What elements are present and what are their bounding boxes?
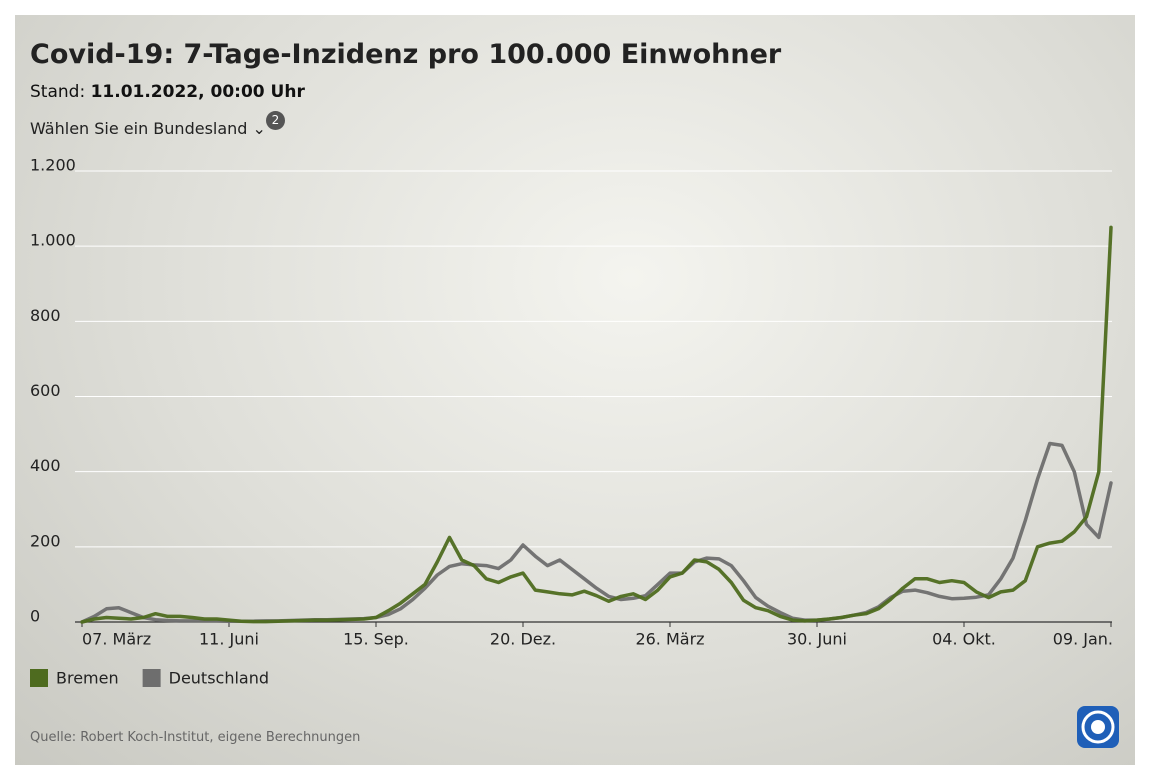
selector-label: Wählen Sie ein Bundesland [30,119,248,138]
subtitle-date: 11.01.2022, 00:00 Uhr [90,82,305,102]
state-selector[interactable]: Wählen Sie ein Bundesland ⌄ 2 [30,111,285,140]
subtitle-prefix: Stand: [30,82,86,102]
y-tick-label: 600 [30,381,61,400]
y-tick-label: 200 [30,531,61,550]
x-tick-label: 20. Dez. [490,630,556,649]
legend-swatch [142,669,161,687]
subtitle: Stand: 11.01.2022, 00:00 Uhr [30,82,305,102]
x-tick-label: 04. Okt. [932,630,996,649]
y-tick-label: 400 [30,456,61,475]
x-tick-label: 11. Juni [199,630,259,649]
y-tick-label: 1.000 [30,231,76,250]
y-tick-label: 1.200 [30,156,76,175]
chart-title: Covid-19: 7-Tage-Inzidenz pro 100.000 Ei… [30,39,782,70]
series-line [80,225,1113,624]
x-tick-label: 30. Juni [787,630,847,649]
x-tick-label: 09. Jan. [1053,630,1113,649]
y-tick-label: 0 [30,607,40,626]
legend-swatch [30,669,48,687]
logo [1077,706,1119,748]
legend-label: Bremen [56,669,119,688]
y-tick-label: 800 [30,306,61,325]
x-tick-label: 15. Sep. [343,630,409,649]
selector-badge: 2 [265,111,285,130]
legend-label: Deutschland [169,669,269,688]
source: Quelle: Robert Koch-Institut, eigene Ber… [30,730,361,745]
x-tick-label: 26. März [635,630,704,649]
card: Covid-19: 7-Tage-Inzidenz pro 100.000 Ei… [15,15,1135,765]
chevron: ⌄ [252,119,266,138]
x-tick-label: 07. März [82,630,151,649]
